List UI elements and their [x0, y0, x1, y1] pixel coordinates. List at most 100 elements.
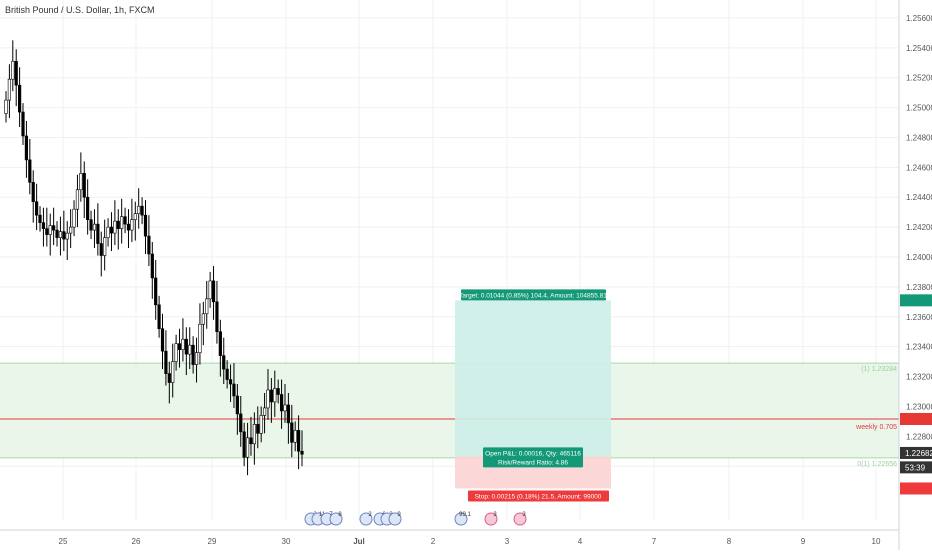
event-count: 3 [493, 512, 497, 518]
x-tick-label: 29 [208, 537, 217, 546]
candle-body [164, 350, 168, 374]
candle-body [160, 328, 165, 352]
price-label: 1.22916 [905, 415, 932, 424]
x-tick-label: 3 [505, 537, 510, 546]
candle-body [41, 222, 46, 229]
weekly-line-label: weekly 0.705 [855, 424, 897, 431]
candle-body [48, 225, 52, 235]
candle-body [133, 213, 137, 220]
target-label: Target: 0.01044 (0.85%) 104.4, Amount: 1… [459, 292, 607, 299]
price-label-box [900, 482, 932, 495]
event-flag-icon [329, 512, 343, 526]
candle-body [191, 344, 195, 365]
event-count: 99.1 [459, 512, 471, 518]
candle-body [35, 201, 39, 216]
y-tick-label: 1.23600 [906, 313, 932, 322]
events[interactable]: 21178263999.133 [304, 512, 527, 526]
zones: (1) 1.23284 0(1) 1.22656 weekly 0.705 [0, 362, 899, 468]
y-tick-label: 1.23200 [906, 373, 932, 382]
y-tick-label: 1.22800 [906, 432, 932, 441]
candle-body [38, 214, 42, 223]
price-label: 1.22451 [905, 484, 932, 493]
candle-body [116, 220, 120, 229]
x-tick-label: 26 [132, 537, 141, 546]
candle-body [266, 389, 270, 409]
candle-body [239, 413, 243, 433]
price-label: 1.23710 [905, 296, 932, 305]
candle-body [109, 226, 114, 234]
candle-body [106, 226, 110, 238]
candle-body [205, 298, 209, 315]
candle-body [52, 225, 56, 231]
candle-body [262, 407, 267, 416]
candle-body [279, 394, 284, 412]
pnl-label-box [483, 447, 583, 468]
candle-body [167, 373, 171, 383]
candle-body [150, 253, 154, 279]
stop-label: Stop: 0.00215 (0.18%) 21.5, Amount: 9900… [475, 493, 602, 500]
candle-body [296, 430, 301, 452]
price-label: 1.22682 [905, 449, 932, 458]
candle-body [58, 231, 63, 238]
y-tick-label: 1.24200 [906, 223, 932, 232]
candle-body [290, 422, 294, 443]
y-tick-label: 1.24400 [906, 193, 932, 202]
x-tick-label: 9 [801, 537, 806, 546]
candle-body [215, 301, 219, 333]
event-count: 2 [368, 512, 372, 518]
candle-body [99, 243, 103, 256]
price-label-box [900, 446, 932, 459]
support-zone [0, 363, 899, 458]
candle-body [45, 228, 49, 235]
event-count: 3 [522, 512, 526, 518]
y-tick-label: 1.25600 [906, 14, 932, 23]
x-tick-label: Jul [353, 537, 365, 546]
candle-body [293, 430, 297, 443]
x-tick-label: 8 [727, 537, 732, 546]
candle-body [269, 389, 273, 403]
price-label-box [900, 461, 932, 474]
candle-body [55, 229, 59, 238]
candle-body [147, 235, 151, 255]
candle-body [126, 223, 131, 231]
candle-body [283, 404, 287, 412]
price-label-box [900, 412, 932, 425]
candle-body [211, 280, 216, 303]
candle-body [218, 331, 222, 356]
position-tool[interactable]: Target: 0.01044 (0.85%) 104.4, Amount: 1… [455, 289, 611, 502]
event-flag-icon [359, 512, 373, 526]
x-tick-label: 25 [59, 537, 68, 546]
pnl-label: Open P&L: 0.00016, Qty: 465116 [485, 450, 581, 457]
candle-body [69, 226, 73, 234]
x-tick-label: 2 [431, 537, 436, 546]
rr-label: Risk/Reward Ratio: 4.86 [498, 459, 568, 466]
target-zone [455, 300, 611, 457]
candle-body [157, 304, 161, 330]
y-tick-label: 1.24000 [906, 253, 932, 262]
event-count: 8 [338, 512, 342, 518]
candle-body [177, 343, 182, 350]
candle-body [242, 431, 246, 458]
candle-body [252, 424, 256, 445]
candle-body [194, 352, 199, 365]
candle-body [89, 219, 93, 231]
target-label-box [461, 289, 606, 301]
support-zone-top-label: (1) 1.23284 [861, 366, 897, 373]
candle-body [62, 231, 66, 240]
candle-body [65, 232, 69, 240]
x-tick-label: 7 [652, 537, 657, 546]
candle-body [113, 220, 117, 234]
candle-body [171, 361, 175, 383]
y-tick-label: 1.23800 [906, 283, 932, 292]
candle-body [143, 214, 148, 237]
candle-body [174, 343, 178, 362]
candle-body [7, 78, 12, 101]
support-zone-bottom-label: 0(1) 1.22656 [857, 461, 897, 468]
candle-body [201, 313, 205, 325]
candle-body [198, 323, 202, 353]
candle-body [273, 388, 277, 403]
candle-body [103, 237, 107, 256]
candle-body [14, 60, 18, 86]
